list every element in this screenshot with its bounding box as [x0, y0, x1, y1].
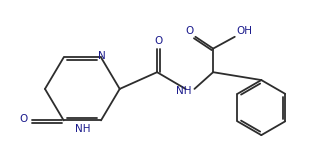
Text: O: O: [154, 36, 162, 46]
Text: O: O: [19, 114, 27, 124]
Text: O: O: [185, 26, 194, 36]
Text: OH: OH: [236, 26, 253, 36]
Text: NH: NH: [75, 124, 90, 134]
Text: NH: NH: [176, 86, 191, 96]
Text: N: N: [98, 51, 106, 61]
